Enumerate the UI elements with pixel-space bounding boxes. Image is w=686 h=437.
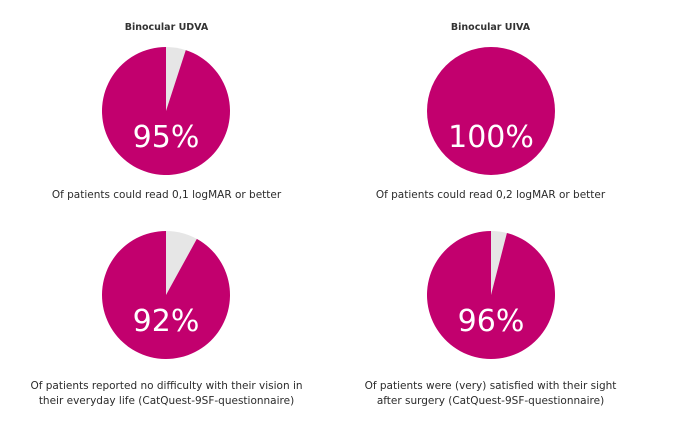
panel-uiva: Binocular UIVA 100% Of patients could re… [333,0,648,215]
caption-line: their everyday life (CatQuest-9SF-questi… [38,395,295,407]
pie-slice-remainder [491,231,507,295]
pie-slice-filled [102,231,231,359]
pie-chart: 96% [427,231,555,359]
pie-percent-label: 96% [458,304,525,339]
pie-percent-label: 100% [448,120,534,155]
pie-chart: 95% [102,47,230,175]
caption-line: Of patients could read 0,2 logMAR or bet… [375,189,606,201]
caption-line: Of patients reported no difficulty with … [30,380,303,392]
panel-everyday-life: 92% Of patients reported no difficulty w… [0,215,333,437]
caption: Of patients could read 0,1 logMAR or bet… [0,188,333,203]
pie-percent-label: 95% [133,120,200,155]
pie-chart: 92% [102,231,231,359]
caption-line: Of patients could read 0,1 logMAR or bet… [51,189,282,201]
caption: Of patients were (very) satisfied with t… [333,379,648,409]
caption: Of patients reported no difficulty with … [0,379,333,409]
panel-title: Binocular UDVA [124,22,209,33]
pie-percent-label: 92% [133,304,200,339]
caption-line: Of patients were (very) satisfied with t… [364,380,617,392]
pie-slice-filled [427,231,555,359]
caption: Of patients could read 0,2 logMAR or bet… [333,188,648,203]
panel-satisfaction: 96% Of patients were (very) satisfied wi… [333,215,648,437]
pie-slice-remainder [166,231,197,295]
panel-udva: Binocular UDVA 95% Of patients could rea… [0,0,333,215]
caption-line: after surgery (CatQuest-9SF-questionnair… [376,395,605,407]
pie-slice-filled [427,47,555,175]
pie-slice-remainder [166,47,186,111]
panel-title: Binocular UIVA [450,22,531,33]
pie-slice-filled [102,47,230,175]
pie-chart: 100% [427,47,555,175]
